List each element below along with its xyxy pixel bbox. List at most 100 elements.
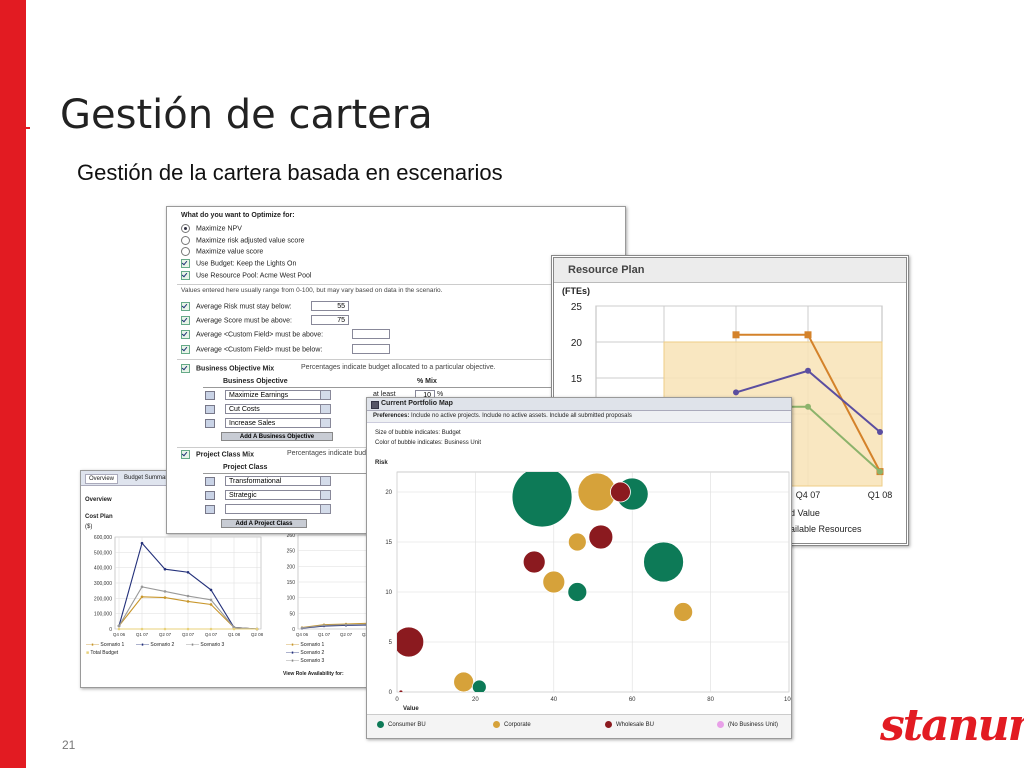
bo-select-1[interactable]: Maximize Earnings [225, 390, 331, 400]
x-tick-label: Q4 06 [296, 632, 309, 637]
series-line-0 [301, 622, 369, 629]
y-tick-label: 15 [385, 540, 392, 546]
data-point [732, 331, 740, 339]
data-point [877, 468, 883, 475]
data-point [209, 603, 213, 606]
legend-value: d Value [790, 508, 820, 518]
bubble[interactable] [453, 671, 475, 692]
legend-scenario-1: —●— Scenario 1 [86, 642, 125, 648]
bubble[interactable] [394, 626, 425, 658]
constraint-custom-above[interactable]: Average <Custom Field> must be above: [181, 330, 323, 339]
data-point [804, 331, 812, 339]
bo-select-3[interactable]: Increase Sales [225, 418, 331, 428]
remove-icon[interactable] [205, 405, 215, 414]
checkbox-icon [181, 330, 190, 339]
cost-plan-heading: Cost Plan [85, 514, 113, 520]
radio-icon [181, 247, 190, 256]
bubble[interactable] [542, 570, 566, 594]
radio-maximize-risk-adjusted[interactable]: Maximize risk adjusted value score [181, 236, 305, 245]
bubble[interactable] [588, 524, 614, 550]
bubble[interactable] [511, 467, 573, 528]
x-tick-label: Q4 07 [205, 632, 218, 637]
bubble[interactable] [673, 602, 694, 622]
collapse-icon[interactable] [371, 401, 379, 409]
bom-note: Percentages indicate budget allocated to… [301, 364, 496, 371]
y-tick-label: 150 [287, 580, 296, 586]
data-point [300, 626, 304, 630]
checkbox-use-resource-pool[interactable]: Use Resource Pool: Acme West Pool [181, 271, 311, 280]
at-least-label: at least [373, 391, 396, 398]
y-tick-label: 260 [287, 533, 296, 539]
x-tick-label: Q1 07 [136, 632, 149, 637]
checkbox-icon [181, 345, 190, 354]
remove-icon[interactable] [205, 419, 215, 428]
data-point [140, 541, 144, 545]
checkbox-business-objective-mix[interactable]: Business Objective Mix [181, 364, 274, 373]
pc-select-3[interactable] [225, 504, 331, 514]
data-point [140, 585, 144, 589]
checkbox-icon [181, 302, 190, 311]
custom-above-input[interactable] [352, 329, 390, 339]
x-tick-label: Q2 07 [340, 632, 353, 637]
page-title: Gestión de cartera [60, 92, 433, 138]
remove-icon[interactable] [205, 491, 215, 500]
y-tick-label: 600,000 [94, 535, 112, 541]
bubble[interactable] [522, 550, 546, 574]
bubble[interactable] [398, 689, 404, 694]
tab-overview[interactable]: Overview [85, 474, 119, 484]
pc-select-1[interactable]: Transformational [225, 476, 331, 486]
x-tick-label: Q1 07 [318, 632, 331, 637]
range-note: Values entered here usually range from 0… [181, 287, 443, 294]
bubble[interactable] [567, 532, 587, 552]
custom-below-input[interactable] [352, 344, 390, 354]
legend-available-resources: ailable Resources [790, 524, 862, 534]
bo-select-2[interactable]: Cut Costs [225, 404, 331, 414]
y-tick-label: 400,000 [94, 566, 112, 572]
bubble[interactable] [567, 582, 588, 602]
data-point [232, 627, 236, 631]
radio-icon [181, 224, 190, 233]
radio-maximize-npv[interactable]: Maximize NPV [181, 224, 242, 233]
bubbles [394, 467, 694, 694]
data-point [140, 595, 144, 599]
tab-budget-summary[interactable]: Budget Summary [124, 475, 171, 481]
prefs-bar [367, 411, 791, 423]
pc-select-2[interactable]: Strategic [225, 490, 331, 500]
constraint-risk[interactable]: Average Risk must stay below: [181, 302, 292, 311]
percent-label: % [437, 391, 444, 398]
y-tick-label: 100 [287, 596, 296, 602]
y-tick-label: 300,000 [94, 581, 112, 587]
checkbox-use-budget[interactable]: Use Budget: Keep the Lights On [181, 259, 296, 268]
role-legend-scenario-3: —●— Scenario 3 [286, 658, 325, 664]
x-tick-label: Q4 07 [796, 490, 821, 500]
series-line-2 [301, 623, 369, 629]
legend-consumer-bu: Consumer BU [377, 721, 426, 728]
remove-icon[interactable] [205, 391, 215, 400]
add-business-objective-button[interactable]: Add A Business Objective [221, 432, 333, 441]
data-point [209, 588, 213, 592]
data-point [163, 627, 167, 631]
x-tick-label: Q4 06 [113, 632, 126, 637]
constraint-custom-below[interactable]: Average <Custom Field> must be below: [181, 345, 322, 354]
add-project-class-button[interactable]: Add A Project Class [221, 519, 307, 528]
bubble[interactable] [610, 481, 631, 503]
bubble[interactable] [471, 679, 487, 694]
risk-input[interactable]: 55 [311, 301, 349, 311]
x-tick-label: 0 [395, 697, 399, 703]
radio-maximize-value-score[interactable]: Maximize value score [181, 247, 263, 256]
legend-no-business-unit: (No Business Unit) [717, 721, 778, 728]
y-tick-label: 50 [289, 611, 295, 617]
score-input[interactable]: 75 [311, 315, 349, 325]
bubble-color-note: Color of bubble indicates: Business Unit [375, 440, 482, 446]
portfolio-chart: Risk 0 20 40 60 80 100 0 5 10 15 20 Value [375, 460, 791, 712]
bubble[interactable] [643, 541, 684, 583]
remove-icon[interactable] [205, 505, 215, 514]
pc-column-header: Project Class [223, 464, 268, 471]
prefs-text: Preferences: Include no active projects.… [373, 413, 632, 419]
bubble-size-note: Size of bubble indicates: Budget [375, 430, 461, 436]
checkbox-project-class-mix[interactable]: Project Class Mix [181, 450, 254, 459]
remove-icon[interactable] [205, 477, 215, 486]
pcm-note: Percentages indicate budg [287, 450, 370, 457]
currency-label: ($) [85, 524, 93, 530]
constraint-score[interactable]: Average Score must be above: [181, 316, 292, 325]
